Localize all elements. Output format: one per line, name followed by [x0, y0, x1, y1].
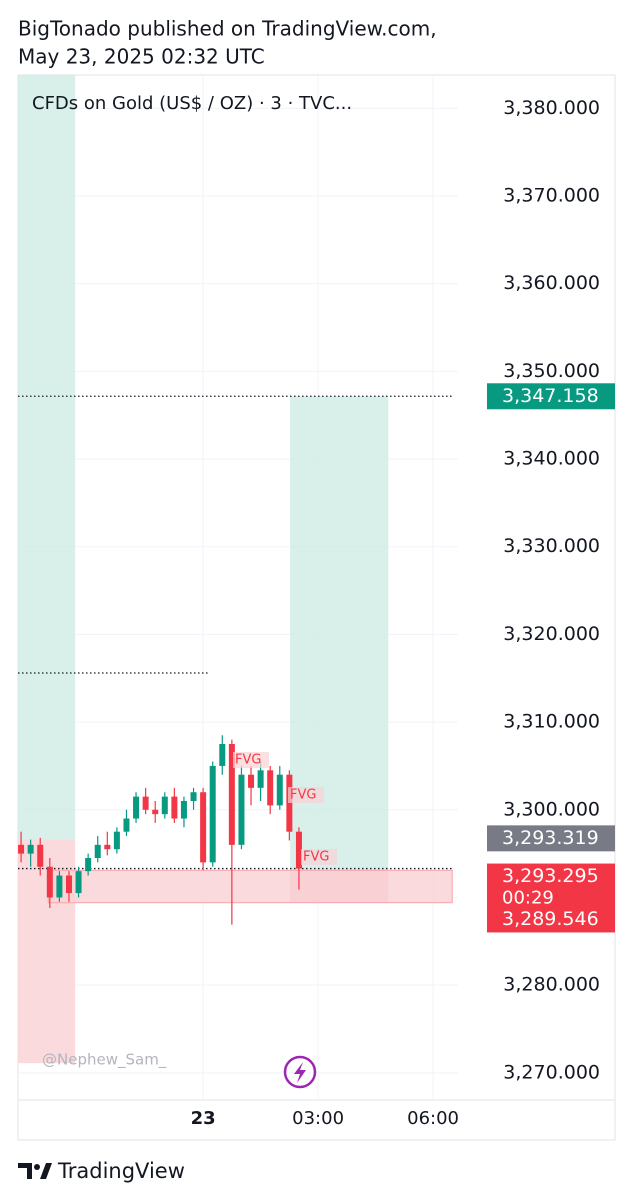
candle-body	[180, 801, 187, 819]
position-zone	[47, 869, 453, 904]
countdown: 00:29	[502, 888, 554, 909]
candle-body	[46, 866, 53, 898]
lightning-icon[interactable]	[283, 1055, 317, 1089]
candle-body	[123, 818, 130, 832]
y-tick-label: 3,310.000	[503, 711, 600, 733]
candle-body	[209, 765, 216, 863]
y-tick-label: 3,300.000	[503, 798, 600, 820]
y-tick-label: 3,320.000	[503, 623, 600, 645]
publisher: BigTonado published on TradingView.com,	[18, 17, 437, 41]
y-tick-label: 3,330.000	[503, 535, 600, 557]
candle-body	[171, 796, 178, 819]
price-label-bg	[487, 383, 615, 410]
candle-body	[238, 774, 245, 845]
price-label: 3,293.295	[502, 865, 599, 887]
candle-body	[56, 875, 63, 898]
price-label-bg	[487, 863, 615, 910]
symbol-legend: CFDs on Gold (US$ / OZ) · 3 · TVC...	[32, 93, 352, 114]
plot: FVG FVG FVG	[18, 75, 458, 1100]
candle-body	[219, 744, 226, 766]
candle-body	[161, 796, 168, 815]
candle-body	[85, 857, 92, 872]
candle-body	[152, 809, 159, 815]
candle-body	[190, 792, 197, 802]
candle-body	[65, 875, 72, 894]
candle-body	[228, 744, 235, 845]
candle-body	[257, 770, 264, 788]
candle-body	[267, 770, 274, 806]
price-label-bg	[487, 906, 615, 933]
position-zone	[18, 75, 76, 840]
price-label: 3,293.319	[502, 827, 599, 849]
candle-body	[27, 844, 34, 854]
candle-body	[104, 844, 111, 850]
x-tick-label: 03:00	[292, 1108, 344, 1129]
candle-body	[248, 774, 255, 788]
fvg-label: FVG	[303, 850, 329, 865]
y-tick-label: 3,380.000	[503, 97, 600, 119]
y-tick-label: 3,270.000	[503, 1061, 600, 1083]
y-tick-label: 3,350.000	[503, 360, 600, 382]
y-tick-label: 3,370.000	[503, 185, 600, 207]
price-label: 3,289.546	[502, 908, 599, 930]
candle-body	[37, 844, 44, 867]
fvg-box	[233, 752, 269, 768]
x-tick-label: 23	[191, 1108, 216, 1129]
tradingview-logo	[18, 1163, 52, 1179]
watermark: @Nephew_Sam_	[42, 1051, 167, 1070]
candle-body	[75, 871, 82, 894]
candle-body	[286, 774, 293, 832]
fvg-label: FVG	[290, 788, 316, 803]
price-label-bg	[487, 825, 615, 852]
price-label: 3,347.158	[502, 385, 599, 407]
candle-body	[200, 792, 207, 863]
publish-date: May 23, 2025 02:32 UTC	[18, 45, 265, 69]
y-tick-label: 3,280.000	[503, 974, 600, 996]
candle-body	[295, 831, 302, 869]
candle-body	[94, 844, 101, 858]
candle-body	[113, 831, 120, 850]
y-tick-label: 3,360.000	[503, 272, 600, 294]
x-tick-label: 06:00	[407, 1108, 459, 1129]
candle-body	[276, 774, 283, 806]
candle-body	[133, 796, 140, 819]
y-tick-label: 3,340.000	[503, 448, 600, 470]
fvg-box	[301, 849, 337, 865]
candle-body	[18, 844, 25, 854]
footer-brand: TradingView	[57, 1159, 185, 1183]
fvg-label: FVG	[235, 753, 261, 768]
fvg-box	[288, 787, 324, 803]
candle-body	[142, 796, 149, 810]
